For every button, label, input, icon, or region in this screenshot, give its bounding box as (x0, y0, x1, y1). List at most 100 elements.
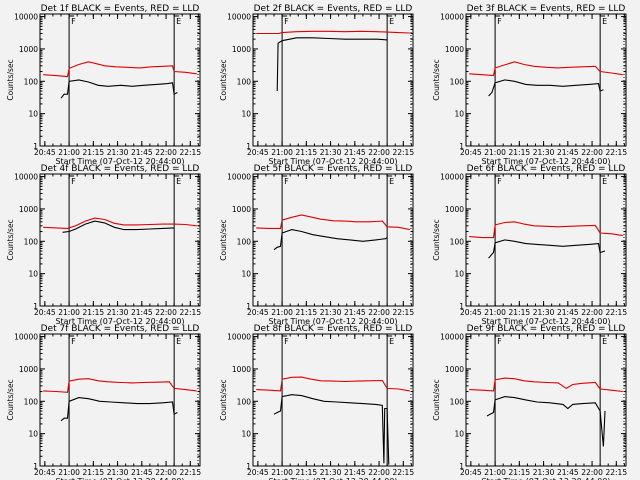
y-tick-label: 1 (246, 142, 251, 151)
x-tick-label: 20:45 (247, 468, 269, 477)
y-tick-label: 1000 (19, 45, 38, 54)
x-tick-label: 21:30 (533, 148, 555, 157)
x-tick-label: 21:30 (320, 468, 342, 477)
x-tick-label: 22:15 (179, 308, 201, 317)
x-tick-label: 22:00 (155, 308, 177, 317)
marker-label: F (71, 337, 76, 346)
events-series-line (273, 229, 388, 251)
marker-label: F (284, 177, 289, 186)
x-tick-label: 21:45 (131, 468, 153, 477)
y-tick-label: 100 (450, 237, 465, 246)
x-tick-label: 20:45 (34, 148, 56, 157)
x-tick-label: 21:00 (58, 148, 80, 157)
y-tick-label: 10 (454, 270, 464, 279)
y-axis-label: Counts/sec (6, 219, 15, 260)
plot-frame (39, 333, 201, 467)
x-tick-label: 22:15 (392, 468, 414, 477)
y-tick-label: 100 (450, 77, 465, 86)
events-series-line (62, 220, 175, 233)
y-tick-label: 10000 (14, 13, 38, 22)
chart-title: Det 6f BLACK = Events, RED = LLD (467, 164, 626, 174)
x-tick-label: 22:00 (155, 468, 177, 477)
x-tick-label: 22:15 (179, 148, 201, 157)
events-series-line (60, 79, 178, 99)
chart-panel-8: Det 8f BLACK = Events, RED = LLD 20:45 21:… (219, 324, 414, 480)
lld-series-line (43, 378, 197, 393)
x-tick-label: 22:00 (581, 148, 603, 157)
y-tick-label: 1 (33, 302, 38, 311)
plot-frame (465, 333, 627, 467)
marker-label: F (284, 17, 289, 26)
marker-label: E (176, 17, 181, 26)
x-axis-label: Start Time (07-Oct-12 20:44:00) (55, 477, 184, 480)
events-series-line (488, 239, 606, 259)
x-tick-label: 20:45 (460, 468, 482, 477)
y-tick-label: 1000 (19, 205, 38, 214)
y-tick-label: 1 (459, 142, 464, 151)
x-tick-label: 21:30 (320, 308, 342, 317)
y-tick-label: 10000 (440, 13, 464, 22)
y-tick-label: 10 (241, 110, 251, 119)
y-tick-label: 10000 (14, 333, 38, 342)
y-tick-label: 1 (246, 302, 251, 311)
y-tick-label: 100 (450, 397, 465, 406)
plot-frame (465, 173, 627, 307)
y-tick-label: 10000 (227, 13, 251, 22)
x-tick-label: 22:00 (368, 148, 390, 157)
y-tick-label: 1000 (232, 365, 251, 374)
y-tick-label: 1 (246, 462, 251, 471)
x-tick-label: 22:00 (368, 468, 390, 477)
y-tick-label: 100 (237, 397, 252, 406)
y-tick-label: 10000 (440, 333, 464, 342)
y-tick-label: 1000 (445, 205, 464, 214)
y-tick-label: 10 (241, 430, 251, 439)
x-tick-label: 21:30 (320, 148, 342, 157)
plot-frame (252, 13, 414, 147)
x-tick-label: 21:45 (344, 308, 366, 317)
marker-label: F (497, 337, 502, 346)
x-tick-label: 20:45 (460, 148, 482, 157)
chart-title: Det 2f BLACK = Events, RED = LLD (254, 4, 413, 14)
y-tick-label: 10000 (227, 333, 251, 342)
chart-title: Det 1f BLACK = Events, RED = LLD (41, 4, 200, 14)
marker-label: E (602, 337, 607, 346)
y-axis-label: Counts/sec (432, 379, 441, 420)
y-tick-label: 10 (28, 430, 38, 439)
events-series-line (486, 396, 606, 447)
y-axis-label: Counts/sec (432, 59, 441, 100)
events-series-line (488, 79, 604, 97)
y-tick-label: 10000 (14, 173, 38, 182)
x-tick-label: 21:15 (83, 148, 105, 157)
y-tick-label: 1000 (232, 45, 251, 54)
y-axis-label: Counts/sec (6, 59, 15, 100)
chart-title: Det 8f BLACK = Events, RED = LLD (254, 324, 413, 334)
lld-series-line (256, 376, 410, 392)
marker-label: E (176, 337, 181, 346)
x-tick-label: 21:45 (344, 468, 366, 477)
x-tick-label: 20:45 (34, 468, 56, 477)
y-tick-label: 1 (33, 142, 38, 151)
y-tick-label: 1000 (19, 365, 38, 374)
lld-series-line (43, 61, 197, 78)
x-tick-label: 22:00 (581, 308, 603, 317)
x-tick-label: 21:15 (509, 308, 531, 317)
x-tick-label: 21:45 (131, 308, 153, 317)
marker-label: F (284, 337, 289, 346)
plot-frame (252, 173, 414, 307)
y-tick-label: 10 (454, 110, 464, 119)
y-tick-label: 1 (33, 462, 38, 471)
y-tick-label: 1 (459, 302, 464, 311)
x-tick-label: 22:15 (392, 308, 414, 317)
x-axis-label: Start Time (07-Oct-12 20:44:00) (481, 477, 610, 480)
x-tick-label: 21:45 (344, 148, 366, 157)
x-axis-label: Start Time (07-Oct-12 20:44:00) (55, 317, 184, 326)
marker-label: E (389, 17, 394, 26)
